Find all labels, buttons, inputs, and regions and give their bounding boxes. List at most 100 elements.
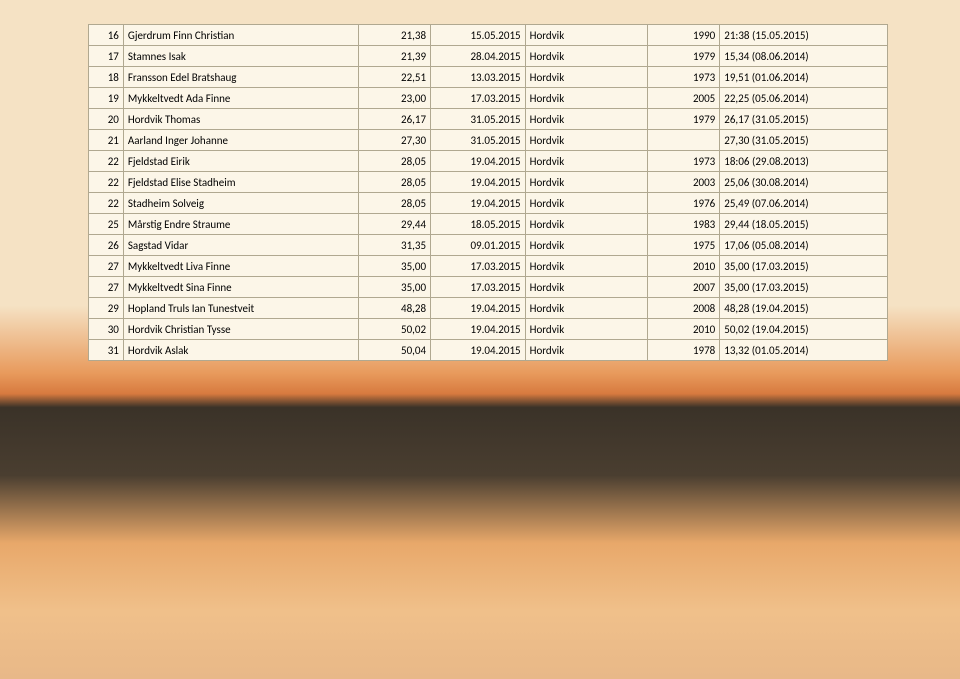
note: 29,44 (18.05.2015) [720, 214, 888, 235]
location: Hordvik [525, 298, 648, 319]
athlete-name: Hordvik Aslak [123, 340, 358, 361]
table-row: 22Fjeldstad Elise Stadheim28,0519.04.201… [89, 172, 888, 193]
result-value: 28,05 [359, 193, 431, 214]
athlete-name: Gjerdrum Finn Christian [123, 25, 358, 46]
birth-year: 1978 [648, 340, 720, 361]
birth-year: 1975 [648, 235, 720, 256]
note: 48,28 (19.04.2015) [720, 298, 888, 319]
location: Hordvik [525, 340, 648, 361]
note: 13,32 (01.05.2014) [720, 340, 888, 361]
birth-year: 1976 [648, 193, 720, 214]
birth-year: 2008 [648, 298, 720, 319]
birth-year: 1973 [648, 151, 720, 172]
location: Hordvik [525, 172, 648, 193]
result-date: 31.05.2015 [431, 130, 526, 151]
row-number: 22 [89, 151, 124, 172]
location: Hordvik [525, 130, 648, 151]
athlete-name: Mårstig Endre Straume [123, 214, 358, 235]
table-row: 26Sagstad Vidar31,3509.01.2015Hordvik197… [89, 235, 888, 256]
result-date: 17.03.2015 [431, 88, 526, 109]
result-date: 13.03.2015 [431, 67, 526, 88]
birth-year: 2010 [648, 256, 720, 277]
row-number: 16 [89, 25, 124, 46]
athlete-name: Fjeldstad Elise Stadheim [123, 172, 358, 193]
table-row: 19Mykkeltvedt Ada Finne23,0017.03.2015Ho… [89, 88, 888, 109]
result-value: 35,00 [359, 277, 431, 298]
table-row: 27Mykkeltvedt Sina Finne35,0017.03.2015H… [89, 277, 888, 298]
result-value: 48,28 [359, 298, 431, 319]
row-number: 22 [89, 172, 124, 193]
result-value: 50,04 [359, 340, 431, 361]
birth-year: 1979 [648, 46, 720, 67]
row-number: 27 [89, 256, 124, 277]
result-date: 19.04.2015 [431, 298, 526, 319]
athlete-name: Hordvik Christian Tysse [123, 319, 358, 340]
athlete-name: Aarland Inger Johanne [123, 130, 358, 151]
result-date: 17.03.2015 [431, 256, 526, 277]
row-number: 31 [89, 340, 124, 361]
result-date: 19.04.2015 [431, 151, 526, 172]
birth-year: 1979 [648, 109, 720, 130]
results-table: 16Gjerdrum Finn Christian21,3815.05.2015… [88, 24, 888, 361]
location: Hordvik [525, 109, 648, 130]
row-number: 30 [89, 319, 124, 340]
location: Hordvik [525, 256, 648, 277]
table-row: 27Mykkeltvedt Liva Finne35,0017.03.2015H… [89, 256, 888, 277]
note: 15,34 (08.06.2014) [720, 46, 888, 67]
birth-year: 2010 [648, 319, 720, 340]
row-number: 17 [89, 46, 124, 67]
table-row: 25Mårstig Endre Straume29,4418.05.2015Ho… [89, 214, 888, 235]
note: 35,00 (17.03.2015) [720, 256, 888, 277]
athlete-name: Sagstad Vidar [123, 235, 358, 256]
table-row: 20Hordvik Thomas26,1731.05.2015Hordvik19… [89, 109, 888, 130]
location: Hordvik [525, 88, 648, 109]
athlete-name: Stadheim Solveig [123, 193, 358, 214]
result-value: 21,38 [359, 25, 431, 46]
athlete-name: Stamnes Isak [123, 46, 358, 67]
row-number: 26 [89, 235, 124, 256]
note: 25,06 (30.08.2014) [720, 172, 888, 193]
row-number: 25 [89, 214, 124, 235]
note: 17,06 (05.08.2014) [720, 235, 888, 256]
table-row: 31Hordvik Aslak50,0419.04.2015Hordvik197… [89, 340, 888, 361]
athlete-name: Fransson Edel Bratshaug [123, 67, 358, 88]
table-row: 17Stamnes Isak21,3928.04.2015Hordvik1979… [89, 46, 888, 67]
table-row: 29Hopland Truls Ian Tunestveit48,2819.04… [89, 298, 888, 319]
result-date: 19.04.2015 [431, 172, 526, 193]
birth-year: 2003 [648, 172, 720, 193]
result-date: 19.04.2015 [431, 340, 526, 361]
location: Hordvik [525, 319, 648, 340]
row-number: 18 [89, 67, 124, 88]
location: Hordvik [525, 25, 648, 46]
location: Hordvik [525, 46, 648, 67]
birth-year: 1973 [648, 67, 720, 88]
athlete-name: Fjeldstad Eirik [123, 151, 358, 172]
note: 50,02 (19.04.2015) [720, 319, 888, 340]
note: 22,25 (05.06.2014) [720, 88, 888, 109]
athlete-name: Hopland Truls Ian Tunestveit [123, 298, 358, 319]
birth-year: 1983 [648, 214, 720, 235]
result-value: 27,30 [359, 130, 431, 151]
note: 18:06 (29.08.2013) [720, 151, 888, 172]
result-value: 29,44 [359, 214, 431, 235]
location: Hordvik [525, 193, 648, 214]
note: 25,49 (07.06.2014) [720, 193, 888, 214]
result-date: 18.05.2015 [431, 214, 526, 235]
birth-year: 1990 [648, 25, 720, 46]
result-value: 26,17 [359, 109, 431, 130]
note: 19,51 (01.06.2014) [720, 67, 888, 88]
result-date: 31.05.2015 [431, 109, 526, 130]
athlete-name: Hordvik Thomas [123, 109, 358, 130]
row-number: 22 [89, 193, 124, 214]
note: 26,17 (31.05.2015) [720, 109, 888, 130]
result-date: 19.04.2015 [431, 193, 526, 214]
result-value: 50,02 [359, 319, 431, 340]
row-number: 19 [89, 88, 124, 109]
result-value: 23,00 [359, 88, 431, 109]
result-value: 28,05 [359, 172, 431, 193]
result-date: 19.04.2015 [431, 319, 526, 340]
result-date: 09.01.2015 [431, 235, 526, 256]
birth-year [648, 130, 720, 151]
result-value: 35,00 [359, 256, 431, 277]
note: 21:38 (15.05.2015) [720, 25, 888, 46]
